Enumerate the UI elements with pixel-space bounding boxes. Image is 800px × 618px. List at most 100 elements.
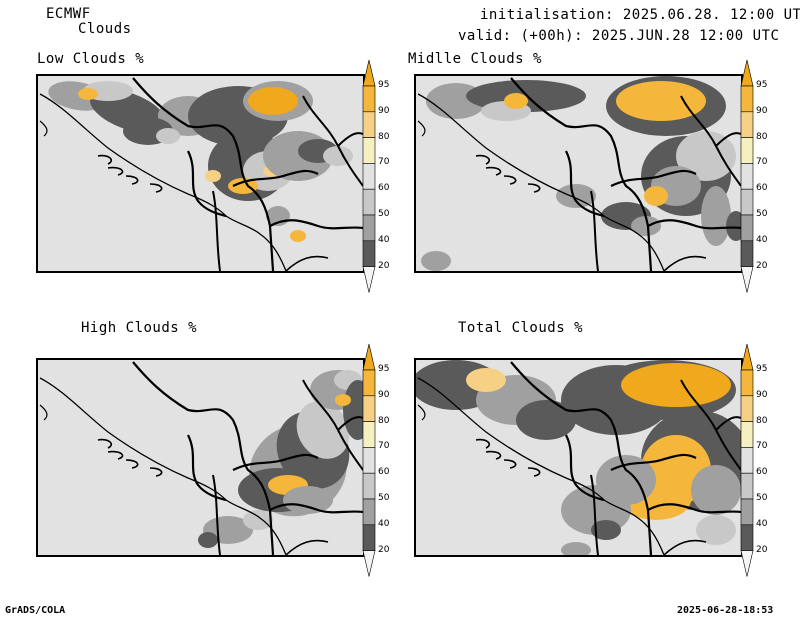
colorbar-bottom-triangle (740, 266, 754, 293)
colorbar-label: 90 (378, 105, 390, 116)
colorbar-bottom-triangle (362, 266, 376, 293)
cloud-field (198, 370, 363, 548)
colorbar-segment (740, 240, 754, 267)
colorbar-label: 50 (756, 209, 768, 219)
colorbar-label: 70 (756, 157, 768, 168)
colorbar-segment (740, 137, 754, 164)
colorbar-label: 70 (756, 441, 768, 452)
colorbar-label: 70 (378, 441, 390, 452)
coastline (39, 377, 287, 555)
colorbar-bottom-triangle (740, 550, 754, 577)
total-clouds-map (414, 358, 743, 557)
colorbar-middle: 95 90 80 70 60 50 40 20 (740, 59, 783, 293)
colorbar-label: 90 (756, 105, 768, 116)
initialisation-label: initialisation: 2025.06.28. 12:00 UTC (480, 7, 800, 23)
colorbar-label: 70 (378, 157, 390, 168)
colorbar-label: 20 (378, 544, 390, 555)
panel-title-low: Low Clouds % (37, 51, 145, 67)
colorbar-segment (740, 188, 754, 216)
colorbar-segment (362, 421, 376, 448)
islands (97, 154, 139, 185)
border (715, 416, 741, 431)
colorbar-label: 95 (756, 364, 768, 374)
coastline (417, 93, 665, 271)
colorbar-segment (362, 369, 376, 397)
colorbar-label: 20 (756, 544, 768, 555)
border (285, 255, 329, 271)
footer-left: GrADS/COLA (5, 605, 66, 616)
colorbar-segment (362, 472, 376, 500)
border (590, 474, 599, 555)
colorbar-segment (362, 498, 376, 526)
colorbar-segment (740, 214, 754, 242)
colorbar-label: 60 (378, 467, 390, 478)
colorbar-label: 50 (378, 493, 390, 503)
colorbar-label: 90 (378, 389, 390, 400)
colorbar-segment (362, 163, 376, 190)
footer-right: 2025-06-28-18:53 (677, 605, 774, 616)
border (187, 434, 227, 502)
coastline (417, 377, 665, 555)
islands (475, 438, 517, 469)
colorbar-segment (362, 447, 376, 474)
colorbar-top-triangle (740, 343, 754, 371)
border (510, 361, 653, 555)
border (285, 539, 329, 555)
middle-clouds-map (414, 74, 743, 273)
border (232, 169, 319, 187)
border (337, 416, 363, 431)
field-label: Clouds (78, 21, 132, 37)
islands (475, 154, 517, 185)
border (337, 132, 363, 147)
colorbar-segment (740, 447, 754, 474)
colorbar-label: 60 (378, 183, 390, 194)
panel-title-total: Total Clouds % (458, 320, 584, 336)
border (715, 132, 741, 147)
panel-title-high: High Clouds % (81, 320, 198, 336)
colorbar-segment (362, 85, 376, 113)
colorbar-segment (740, 85, 754, 113)
border (663, 255, 707, 271)
colorbar-label: 80 (756, 131, 768, 142)
colorbar-label: 80 (378, 415, 390, 426)
border (232, 453, 319, 471)
colorbar-label: 40 (756, 234, 768, 245)
colorbar-segment (362, 137, 376, 164)
cloud-field (416, 360, 741, 555)
colorbar-label: 95 (378, 80, 390, 90)
border (590, 190, 599, 271)
colorbar-label: 50 (378, 209, 390, 219)
colorbar-label: 50 (756, 493, 768, 503)
cloud-field (421, 76, 741, 271)
border (610, 169, 697, 187)
colorbar-segment (362, 240, 376, 267)
border (510, 77, 653, 271)
border (269, 219, 363, 230)
border (565, 434, 605, 502)
colorbar-high: 95 90 80 70 60 50 40 20 (362, 343, 405, 577)
border (132, 77, 275, 271)
islands (97, 438, 139, 469)
coastline (39, 93, 287, 271)
colorbar-segment (740, 369, 754, 397)
colorbar-label: 40 (378, 518, 390, 529)
colorbar-segment (362, 524, 376, 551)
colorbar-label: 90 (756, 389, 768, 400)
colorbar-total: 95 90 80 70 60 50 40 20 (740, 343, 783, 577)
colorbar-top-triangle (740, 59, 754, 87)
panel-title-middle: Midlle Clouds % (408, 51, 542, 67)
border (663, 539, 707, 555)
border (647, 219, 741, 230)
colorbar-bottom-triangle (362, 550, 376, 577)
border (269, 503, 363, 514)
colorbar-segment (740, 498, 754, 526)
colorbar-label: 95 (756, 80, 768, 90)
colorbar-label: 95 (378, 364, 390, 374)
border (565, 150, 605, 218)
colorbar-segment (740, 472, 754, 500)
colorbar-segment (740, 524, 754, 551)
colorbar-label: 40 (756, 518, 768, 529)
low-clouds-map (36, 74, 365, 273)
border (132, 361, 275, 555)
colorbar-segment (362, 188, 376, 216)
